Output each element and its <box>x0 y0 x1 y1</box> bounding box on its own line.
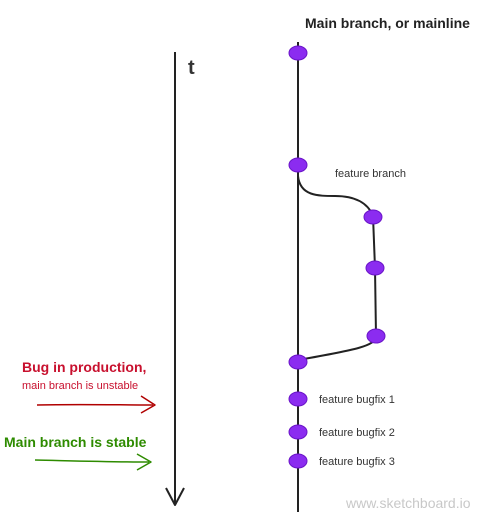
watermark: www.sketchboard.io <box>345 495 471 511</box>
feature-commit-node <box>363 209 383 225</box>
merge-node <box>288 354 308 370</box>
bug-annotation-title: Bug in production, <box>22 359 146 375</box>
stable-annotation-text: Main branch is stable <box>4 434 147 450</box>
bug-annotation-subtitle: main branch is unstable <box>22 380 138 392</box>
time-axis: t <box>165 52 195 506</box>
feature-commit-node <box>366 328 386 344</box>
time-axis-label: t <box>188 57 195 79</box>
branch-point-node <box>288 157 308 173</box>
diagram-title: Main branch, or mainline <box>305 15 470 31</box>
stable-arrowhead <box>136 453 152 471</box>
bugfix-1-node <box>288 391 308 407</box>
commit-nodes <box>288 45 386 469</box>
bugfix-3-label: feature bugfix 3 <box>319 456 395 468</box>
stable-annotation: Main branch is stable <box>4 434 152 471</box>
bug-arrowhead <box>140 395 156 414</box>
bugfix-2-label: feature bugfix 2 <box>319 427 395 439</box>
bugfix-2-node <box>288 424 308 440</box>
stable-arrow <box>34 459 150 463</box>
mainline-commit-node <box>288 45 308 61</box>
feature-commit-node <box>365 260 385 276</box>
bug-annotation: Bug in production, main branch is unstab… <box>22 359 156 414</box>
bugfix-1-label: feature bugfix 1 <box>319 394 395 406</box>
feature-branch-label: feature branch <box>335 168 406 180</box>
feature-branch-line <box>297 175 378 361</box>
bugfix-3-node <box>288 453 308 469</box>
time-axis-arrowhead <box>165 487 185 506</box>
